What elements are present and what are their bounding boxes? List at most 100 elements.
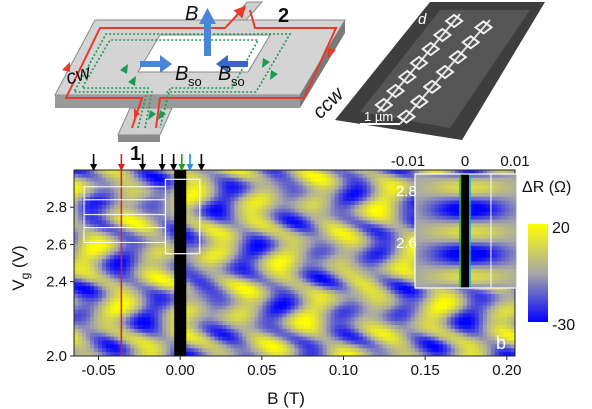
heatmap-cell bbox=[138, 235, 143, 241]
heatmap-cell bbox=[374, 309, 380, 314]
heatmap-cell bbox=[290, 220, 296, 225]
heatmap-cell bbox=[262, 212, 268, 218]
heatmap-cell bbox=[326, 212, 332, 218]
heatmap-cell bbox=[414, 321, 420, 326]
heatmap-cell bbox=[226, 321, 231, 326]
heatmap-cell bbox=[198, 340, 203, 345]
heatmap-cell bbox=[382, 193, 388, 198]
heatmap-cell bbox=[174, 247, 179, 252]
heatmap-cell bbox=[214, 177, 219, 183]
heatmap-cell bbox=[390, 282, 396, 287]
heatmap-cell bbox=[346, 181, 352, 187]
heatmap-cell bbox=[346, 297, 352, 303]
heatmap-cell bbox=[206, 224, 211, 229]
heatmap-cell bbox=[142, 332, 147, 338]
heatmap-cell bbox=[118, 185, 123, 190]
heatmap-cell bbox=[74, 336, 79, 342]
heatmap-cell bbox=[234, 181, 239, 187]
heatmap-cell bbox=[234, 278, 239, 283]
heatmap-cell bbox=[122, 216, 127, 221]
heatmap-cell bbox=[278, 185, 284, 190]
heatmap-cell bbox=[202, 294, 207, 299]
heatmap-cell bbox=[190, 270, 195, 276]
heatmap-cell bbox=[334, 290, 340, 295]
heatmap-cell bbox=[462, 294, 468, 299]
heatmap-cell bbox=[214, 297, 219, 303]
heatmap-cell bbox=[326, 193, 332, 198]
heatmap-cell bbox=[138, 224, 143, 229]
heatmap-cell bbox=[342, 263, 348, 268]
heatmap-cell bbox=[478, 325, 484, 330]
heatmap-cell bbox=[186, 309, 191, 314]
heatmap-cell bbox=[142, 181, 147, 187]
heatmap-cell bbox=[198, 204, 203, 210]
heatmap-cell bbox=[334, 235, 340, 241]
heatmap-cell bbox=[122, 170, 127, 175]
heatmap-cell bbox=[338, 170, 344, 175]
heatmap-cell bbox=[86, 297, 91, 303]
heatmap-cell bbox=[94, 294, 99, 299]
heatmap-cell bbox=[222, 243, 227, 249]
heatmap-cell bbox=[106, 228, 111, 233]
heatmap-cell bbox=[318, 201, 324, 206]
heatmap-cell bbox=[354, 197, 360, 202]
heatmap-cell bbox=[394, 197, 400, 202]
heatmap-cell bbox=[94, 228, 99, 233]
heatmap-cell bbox=[246, 263, 251, 268]
heatmap-cell bbox=[162, 255, 167, 260]
heatmap-cell bbox=[90, 274, 95, 280]
heatmap-cell bbox=[410, 181, 416, 187]
heatmap-cell bbox=[306, 332, 312, 338]
heatmap-cell bbox=[470, 321, 476, 326]
heatmap-cell bbox=[270, 259, 276, 264]
heatmap-cell bbox=[378, 224, 384, 229]
heatmap-cell bbox=[330, 251, 336, 256]
heatmap-cell bbox=[246, 235, 251, 241]
heatmap-cell bbox=[330, 340, 336, 345]
heatmap-cell bbox=[450, 294, 456, 299]
heatmap-cell bbox=[382, 216, 388, 221]
heatmap-cell bbox=[158, 266, 163, 272]
heatmap-cell bbox=[138, 321, 143, 326]
heatmap-cell bbox=[342, 274, 348, 280]
heatmap-cell bbox=[122, 255, 127, 260]
heatmap-cell bbox=[254, 216, 260, 221]
heatmap-cell bbox=[182, 278, 187, 283]
heatmap-cell bbox=[242, 228, 247, 233]
heatmap-cell bbox=[202, 170, 207, 175]
heatmap-cell bbox=[378, 274, 384, 280]
heatmap-cell bbox=[218, 204, 223, 210]
heatmap-cell bbox=[102, 332, 107, 338]
heatmap-cell bbox=[326, 297, 332, 303]
heatmap-cell bbox=[242, 181, 247, 187]
heatmap-cell bbox=[198, 232, 203, 237]
heatmap-cell bbox=[158, 263, 163, 268]
heatmap-cell bbox=[102, 340, 107, 345]
heatmap-cell bbox=[298, 201, 304, 206]
heatmap-cell bbox=[86, 344, 91, 349]
heatmap-cell bbox=[86, 173, 91, 179]
heatmap-cell bbox=[410, 239, 416, 245]
heatmap-cell bbox=[182, 235, 187, 241]
heatmap-cell bbox=[134, 170, 139, 175]
heatmap-cell bbox=[382, 325, 388, 330]
ccw-inner-path-2 bbox=[72, 33, 292, 129]
heatmap-cell bbox=[214, 282, 219, 287]
heatmap-cell bbox=[334, 197, 340, 202]
heatmap-cell bbox=[194, 294, 199, 299]
heatmap-cell bbox=[74, 317, 79, 322]
heatmap-cell bbox=[258, 239, 264, 245]
heatmap-cell bbox=[182, 266, 187, 272]
heatmap-cell bbox=[402, 216, 408, 221]
heatmap-cell bbox=[422, 294, 428, 299]
heatmap-cell bbox=[78, 290, 83, 295]
heatmap-cell bbox=[322, 263, 328, 268]
heatmap-cell bbox=[226, 212, 231, 218]
heatmap-cell bbox=[110, 305, 115, 311]
heatmap-cell bbox=[306, 224, 312, 229]
heatmap-cell bbox=[122, 243, 127, 249]
heatmap-cell bbox=[94, 332, 99, 338]
heatmap-cell bbox=[274, 294, 280, 299]
heatmap-cell bbox=[342, 212, 348, 218]
heatmap-cell bbox=[302, 317, 308, 322]
